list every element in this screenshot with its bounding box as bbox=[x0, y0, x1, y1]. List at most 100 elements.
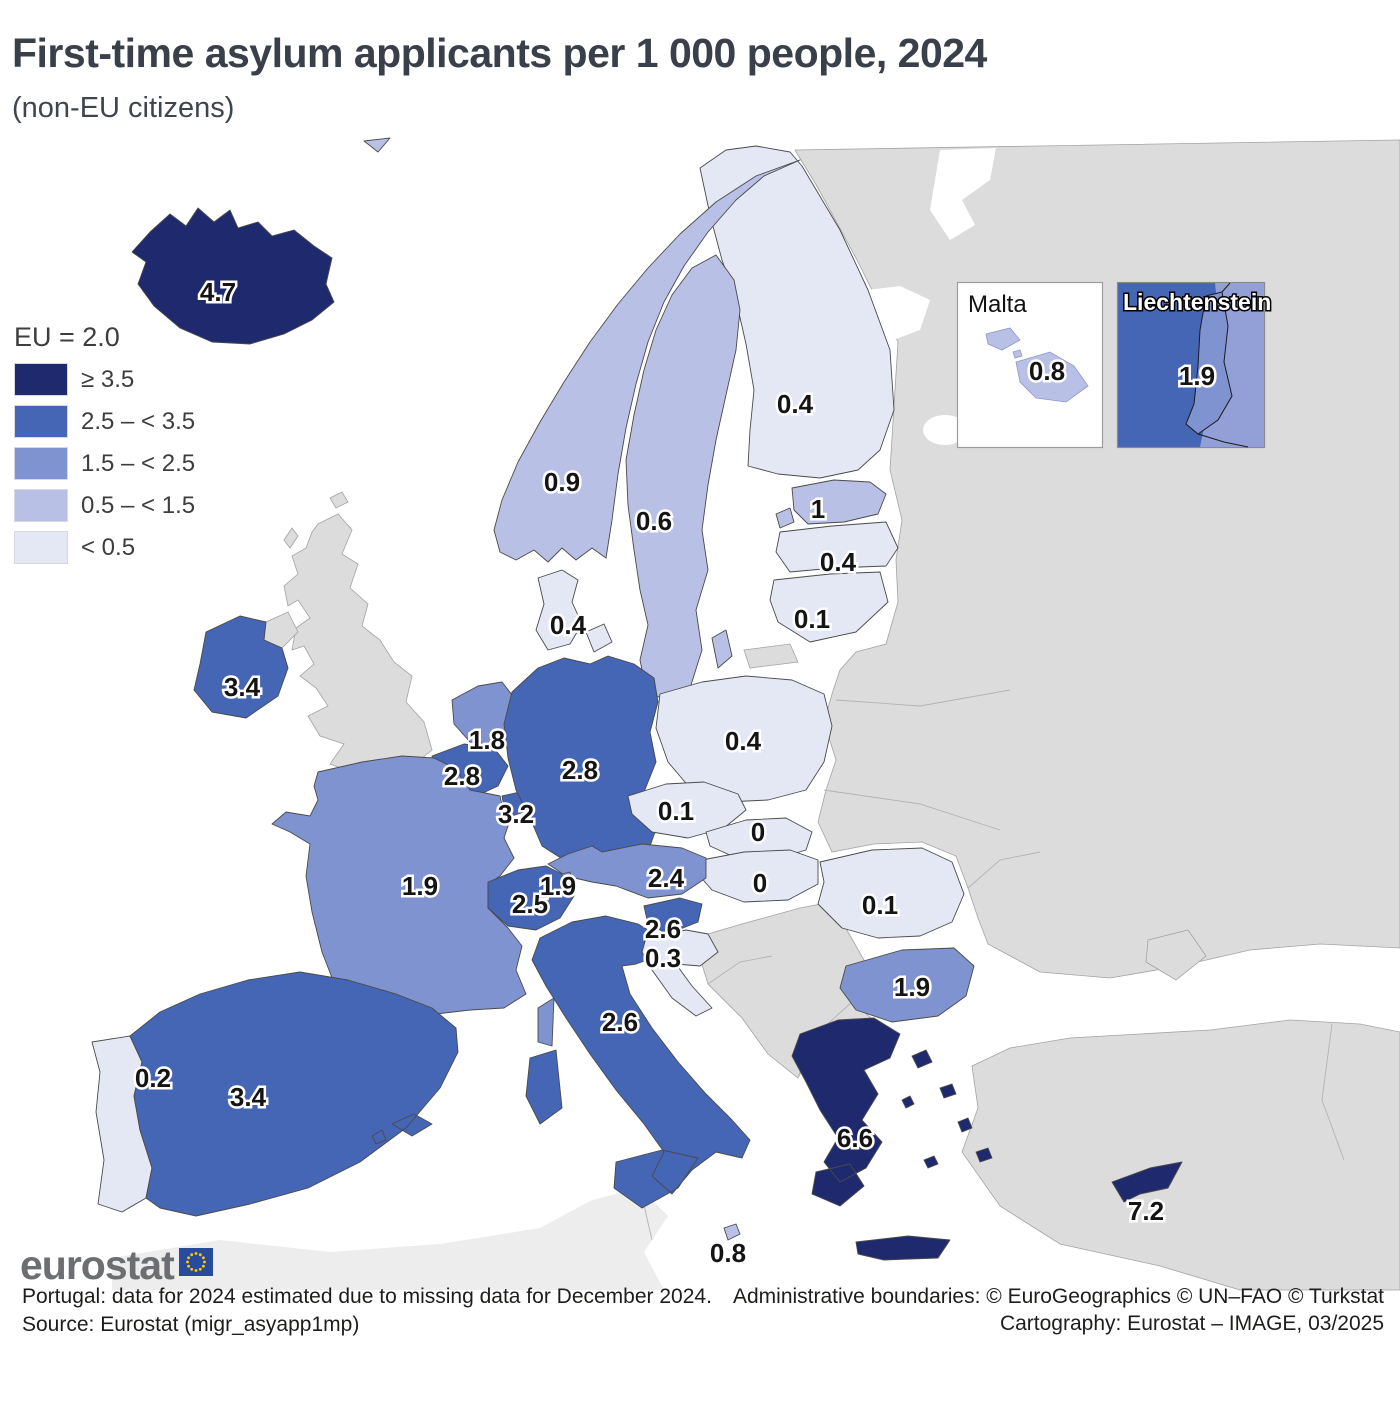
value-label-italy: 2.6 bbox=[602, 1007, 638, 1037]
value-label-malta: 0.8 bbox=[710, 1238, 746, 1268]
country-lithuania bbox=[769, 571, 889, 643]
footnote-portugal: Portugal: data for 2024 estimated due to… bbox=[22, 1285, 712, 1308]
country-poland bbox=[655, 675, 833, 803]
page-title: First-time asylum applicants per 1 000 p… bbox=[12, 30, 987, 76]
value-label-netherlands: 1.8 bbox=[469, 725, 505, 755]
value-label-iceland: 4.7 bbox=[200, 277, 236, 307]
value-label-slovakia: 0 bbox=[751, 817, 765, 847]
value-label-sweden: 0.6 bbox=[636, 506, 672, 536]
legend-swatch-c4 bbox=[14, 405, 68, 438]
footnote-source: Source: Eurostat (migr_asyapp1mp) bbox=[22, 1313, 360, 1336]
legend-swatch-c3 bbox=[14, 447, 68, 480]
inset-value-liechtenstein: 1.9 bbox=[1179, 361, 1215, 391]
country-norway bbox=[363, 137, 801, 563]
value-label-estonia: 1 bbox=[811, 494, 825, 524]
value-label-slovenia: 2.6 bbox=[645, 914, 681, 944]
landmass-crimea bbox=[1145, 929, 1207, 981]
country-liechtenstein bbox=[561, 871, 573, 889]
inset-liechtenstein-shape bbox=[1185, 291, 1233, 435]
legend-item-c4: 2.5 – < 3.5 bbox=[14, 405, 195, 438]
legend-label-c2: 0.5 – < 1.5 bbox=[81, 491, 196, 519]
value-label-liechtenstein: 1.9 bbox=[540, 871, 576, 901]
legend-item-c5: ≥ 3.5 bbox=[14, 363, 195, 396]
value-label-germany: 2.8 bbox=[562, 755, 598, 785]
credit-cartography: Cartography: Eurostat – IMAGE, 03/2025 bbox=[999, 1312, 1384, 1335]
country-slovenia bbox=[643, 897, 703, 935]
value-label-lithuania: 0.1 bbox=[794, 604, 830, 634]
country-spain bbox=[129, 971, 459, 1217]
eurostat-logo-text: eurostat bbox=[20, 1242, 175, 1288]
value-label-finland: 0.4 bbox=[777, 389, 814, 419]
value-label-norway: 0.9 bbox=[544, 467, 580, 497]
legend-item-c1: < 0.5 bbox=[14, 531, 195, 564]
page-subtitle: (non-EU citizens) bbox=[12, 92, 235, 124]
country-czechia bbox=[627, 781, 747, 839]
country-estonia bbox=[775, 479, 887, 529]
value-label-denmark: 0.4 bbox=[550, 610, 587, 640]
value-label-poland: 0.4 bbox=[725, 726, 762, 756]
value-label-luxembourg: 3.2 bbox=[498, 799, 534, 829]
inset-malta-gozo-island bbox=[985, 327, 1021, 351]
inset-malta-comino-island bbox=[1012, 349, 1023, 359]
value-label-france: 1.9 bbox=[402, 871, 438, 901]
legend: EU = 2.0 ≥ 3.5 2.5 – < 3.5 1.5 – < 2.5 0.5 … bbox=[14, 322, 195, 573]
country-ireland bbox=[193, 615, 289, 719]
inset-border-line bbox=[1197, 282, 1249, 448]
landmass-turkey bbox=[961, 1019, 1400, 1291]
country-greece bbox=[791, 1017, 993, 1261]
landmass-north-africa bbox=[112, 1188, 668, 1290]
country-romania bbox=[817, 847, 965, 939]
value-label-latvia: 0.4 bbox=[820, 547, 857, 577]
white-sea bbox=[850, 148, 996, 345]
value-label-greece: 6.6 bbox=[837, 1123, 873, 1153]
value-label-bulgaria: 1.9 bbox=[894, 972, 930, 1002]
legend-swatch-c2 bbox=[14, 489, 68, 522]
inset-malta: Malta 0.8 bbox=[956, 281, 1104, 449]
eu-flag-icon bbox=[178, 1248, 213, 1276]
country-croatia bbox=[641, 929, 719, 1017]
value-label-portugal: 0.2 bbox=[135, 1063, 171, 1093]
value-label-ireland: 3.4 bbox=[224, 672, 261, 702]
credit-boundaries: Administrative boundaries: © EuroGeograp… bbox=[732, 1285, 1384, 1308]
value-label-belgium: 2.8 bbox=[444, 761, 480, 791]
legend-eu-average: EU = 2.0 bbox=[14, 322, 120, 352]
value-label-switzerland: 2.5 bbox=[512, 889, 548, 919]
legend-label-c3: 1.5 – < 2.5 bbox=[81, 449, 196, 477]
landmass-orkney-hebrides bbox=[283, 491, 349, 549]
inset-title-malta: Malta bbox=[968, 291, 1027, 318]
country-malta bbox=[723, 1223, 741, 1241]
footer-notes: Portugal: data for 2024 estimated due to… bbox=[22, 1283, 712, 1339]
country-latvia bbox=[775, 521, 899, 573]
legend-item-c2: 0.5 – < 1.5 bbox=[14, 489, 195, 522]
legend-label-c5: ≥ 3.5 bbox=[81, 365, 135, 393]
value-label-austria: 2.4 bbox=[648, 863, 685, 893]
country-austria bbox=[547, 843, 707, 899]
country-bulgaria bbox=[839, 947, 975, 1023]
inset-value-malta: 0.8 bbox=[1029, 356, 1065, 386]
country-luxembourg bbox=[501, 791, 525, 819]
footer-credits: Administrative boundaries: © EuroGeograp… bbox=[733, 1283, 1384, 1337]
country-denmark bbox=[535, 569, 613, 653]
value-label-czechia: 0.1 bbox=[658, 796, 694, 826]
value-label-hungary: 0 bbox=[753, 868, 767, 898]
inset-title-liechtenstein: Liechtenstein bbox=[1123, 289, 1271, 315]
value-label-cyprus: 7.2 bbox=[1128, 1196, 1164, 1226]
value-label-romania: 0.1 bbox=[862, 890, 898, 920]
legend-item-c3: 1.5 – < 2.5 bbox=[14, 447, 195, 480]
landmass-kaliningrad bbox=[743, 643, 799, 669]
country-slovakia bbox=[705, 817, 813, 861]
value-label-spain: 3.4 bbox=[230, 1082, 267, 1112]
legend-label-c1: < 0.5 bbox=[81, 533, 136, 561]
eurostat-logo: eurostat bbox=[20, 1245, 213, 1286]
country-iceland bbox=[131, 207, 335, 345]
country-france bbox=[271, 755, 555, 1047]
legend-swatch-c1 bbox=[14, 531, 68, 564]
country-cyprus bbox=[1111, 1161, 1183, 1203]
legend-label-c4: 2.5 – < 3.5 bbox=[81, 407, 196, 435]
country-switzerland bbox=[487, 865, 575, 931]
lake-ladoga bbox=[923, 415, 967, 445]
country-hungary bbox=[697, 849, 819, 903]
value-label-croatia: 0.3 bbox=[645, 943, 681, 973]
